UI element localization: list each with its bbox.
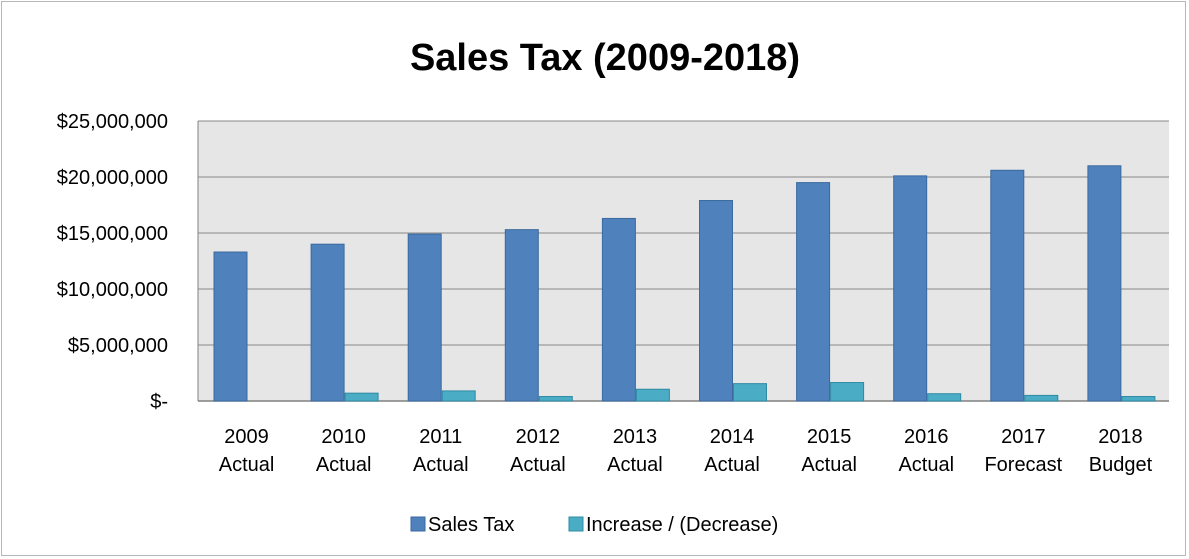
x-category-label: 2013 [613,426,658,448]
bar-sales-tax [893,175,928,402]
plot-area: $- $5,000,000 $10,000,000 $15,000,000 $20,00… [57,111,1169,476]
bar-increase-decrease [1121,396,1156,402]
bar-sales-tax [699,200,733,402]
legend-label: Sales Tax [428,514,514,536]
x-category-label: Actual [413,454,469,476]
x-category-label: Actual [704,454,760,476]
bar-sales-tax [310,243,345,402]
legend-swatch [568,516,584,532]
bar-increase-decrease [538,396,573,402]
bar-increase-decrease [635,388,670,402]
x-category-label: Actual [510,454,566,476]
y-tick-label: $- [150,391,168,413]
y-tick-label: $25,000,000 [57,111,168,133]
legend-label: Increase / (Decrease) [586,514,778,536]
bar-sales-tax [1087,165,1122,402]
x-category-label: Budget [1089,454,1153,476]
x-category-label: Forecast [984,454,1062,476]
bar-increase-decrease [927,393,962,402]
bar-increase-decrease [441,390,476,402]
y-tick-label: $15,000,000 [57,223,168,245]
y-tick-label: $10,000,000 [57,279,168,301]
chart-title: Sales Tax (2009-2018) [410,37,800,79]
x-category-label: 2016 [904,426,949,448]
bar-sales-tax [601,217,636,402]
bar-sales-tax [796,182,831,402]
bar-sales-tax [407,233,442,402]
bar-sales-tax [213,251,248,402]
bar-increase-decrease [344,392,379,402]
x-category-label: 2014 [710,426,755,448]
bar-increase-decrease [1024,394,1059,402]
x-category-label: 2017 [1001,426,1046,448]
bar-increase-decrease [830,382,865,402]
bar-sales-tax [990,169,1025,402]
x-category-label: Actual [607,454,663,476]
x-category-label: 2018 [1098,426,1143,448]
y-tick-label: $20,000,000 [57,167,168,189]
x-category-label: Actual [316,454,372,476]
x-category-label: 2012 [516,426,561,448]
x-category-label: 2010 [321,426,366,448]
bar-sales-tax [504,229,539,402]
y-tick-label: $5,000,000 [68,335,168,357]
x-category-label: 2009 [224,426,269,448]
x-category-label: Actual [898,454,954,476]
legend: Sales Tax Increase / (Decrease) [410,514,778,536]
x-category-label: Actual [801,454,857,476]
bar-increase-decrease [733,383,767,402]
legend-swatch [410,516,426,532]
x-category-label: 2011 [419,426,462,448]
x-category-label: 2015 [807,426,852,448]
x-category-label: Actual [219,454,275,476]
